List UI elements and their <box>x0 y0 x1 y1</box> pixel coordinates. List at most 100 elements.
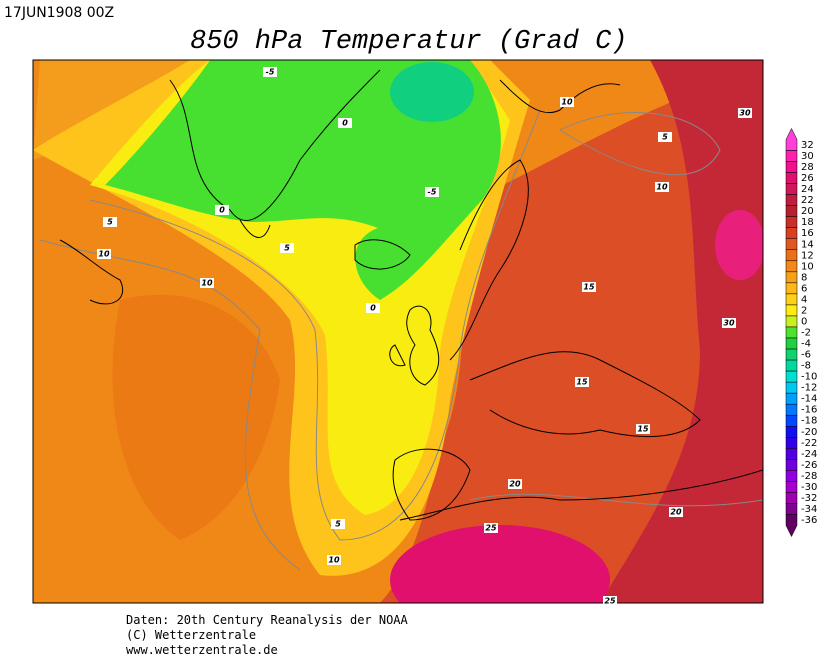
colorbar-label: -4 <box>801 339 811 350</box>
colorbar-label: -8 <box>801 361 811 372</box>
colorbar-swatch <box>785 205 798 217</box>
colorbar-label: 14 <box>801 239 814 250</box>
colorbar-label: -36 <box>801 515 817 526</box>
footer-line: (C) Wetterzentrale <box>126 628 256 642</box>
colorbar-swatch <box>785 271 798 284</box>
colorbar-label: -28 <box>801 471 817 482</box>
colorbar-label: 8 <box>801 272 807 283</box>
contour-label-box <box>331 519 345 529</box>
colorbar-label: 18 <box>801 217 814 228</box>
colorbar-swatch <box>785 315 798 328</box>
colorbar-swatch <box>785 503 798 515</box>
colorbar-label: -26 <box>801 460 817 471</box>
colorbar-swatch <box>785 437 798 449</box>
colorbar-label: -6 <box>801 350 811 361</box>
contour-label: 15 <box>637 425 649 434</box>
colorbar-tip <box>785 514 798 538</box>
colorbar-swatch <box>785 392 798 405</box>
colorbar-swatch <box>785 183 798 195</box>
colorbar-swatch <box>785 172 798 184</box>
contour-label: 25 <box>485 524 497 533</box>
colorbar-swatch <box>785 348 798 361</box>
colorbar-label: 32 <box>801 140 814 151</box>
colorbar-swatch <box>785 370 798 383</box>
colorbar-swatch <box>785 326 798 339</box>
contour-label: 10 <box>328 556 340 565</box>
colorbar-tip <box>785 127 798 151</box>
contour-label-box <box>366 303 380 313</box>
colorbar-swatch <box>785 448 798 460</box>
contour-label-box <box>508 479 522 489</box>
colorbar-label: -24 <box>801 449 817 460</box>
contour-label: -5 <box>266 68 275 77</box>
colorbar-label: 10 <box>801 261 814 272</box>
contour-label: 30 <box>723 319 735 328</box>
contour-label: 10 <box>98 250 110 259</box>
contour-label-box <box>603 596 617 606</box>
contour-labels: -5 0 -5 0 5 0 5 10 10 10 5 10 30 15 30 15 15 20 25 20 5 10 25 <box>97 67 752 606</box>
colorbar-label: -20 <box>801 427 817 438</box>
contour-label: 15 <box>576 378 588 387</box>
colorbar-label: 26 <box>801 173 814 184</box>
colorbar-swatch <box>785 249 798 262</box>
colorbar-label: -22 <box>801 438 817 449</box>
contour-label-box <box>582 282 596 292</box>
colorbar-swatch <box>785 304 798 317</box>
contour-label-box <box>636 424 650 434</box>
date: 17JUN1908 00Z <box>4 5 114 21</box>
contour-label-box <box>200 278 214 288</box>
contour-label: 0 <box>342 119 348 128</box>
colorbar-swatch <box>785 459 798 471</box>
contour-label: 20 <box>670 508 682 517</box>
colorbar-swatch <box>785 227 798 239</box>
contour-label-box <box>327 555 341 565</box>
contour-label-box <box>263 67 277 77</box>
colorbar-label: -30 <box>801 482 817 493</box>
map-frame <box>32 59 764 604</box>
contour-label: 0 <box>219 206 225 215</box>
contour-label-box <box>97 249 111 259</box>
colorbar-swatch <box>785 161 798 173</box>
colorbar-swatch <box>785 238 798 251</box>
footer-line: Daten: 20th Century Reanalysis der NOAA <box>126 613 409 627</box>
colorbar-label: -32 <box>801 493 817 504</box>
title: 850 hPa Temperatur (Grad C) <box>190 27 627 57</box>
colorbar-swatch <box>785 359 798 372</box>
colorbar-label: -18 <box>801 416 817 427</box>
colorbar-label: 24 <box>801 184 814 195</box>
contour-label: 10 <box>561 98 573 107</box>
contour-label-box <box>738 108 752 118</box>
map <box>33 60 763 603</box>
colorbar-label: 20 <box>801 206 814 217</box>
colorbar-swatch <box>785 481 798 493</box>
contour-label: 15 <box>583 283 595 292</box>
contour-label: 5 <box>335 520 341 529</box>
colorbar-label: -2 <box>801 328 811 339</box>
contour-label: 5 <box>662 133 668 142</box>
contour-label-box <box>658 132 672 142</box>
colorbar-swatch <box>785 194 798 206</box>
colorbar-swatch <box>785 293 798 306</box>
colorbar-swatch <box>785 150 798 162</box>
colorbar-swatch <box>785 470 798 482</box>
footer-line: www.wetterzentrale.de <box>126 643 278 657</box>
contour-label: 30 <box>739 109 751 118</box>
contour-label: 25 <box>604 597 616 606</box>
colorbar-label: -10 <box>801 372 817 383</box>
contour-label: 5 <box>107 218 113 227</box>
colorbar-swatch <box>785 216 798 228</box>
contour-label-box <box>560 97 574 107</box>
colorbar-swatch <box>785 414 798 427</box>
colorbar-swatch <box>785 337 798 350</box>
contour-label: 10 <box>656 183 668 192</box>
contour-label-box <box>425 187 439 197</box>
contour-label: 20 <box>509 480 521 489</box>
colorbar-swatch <box>785 426 798 438</box>
colorbar-label: 12 <box>801 250 814 261</box>
colorbar-label: -34 <box>801 504 817 515</box>
contour-label-box <box>280 243 294 253</box>
colorbar-swatch <box>785 492 798 504</box>
colorbar-label: -14 <box>801 394 817 405</box>
colorbar-label: 6 <box>801 283 807 294</box>
